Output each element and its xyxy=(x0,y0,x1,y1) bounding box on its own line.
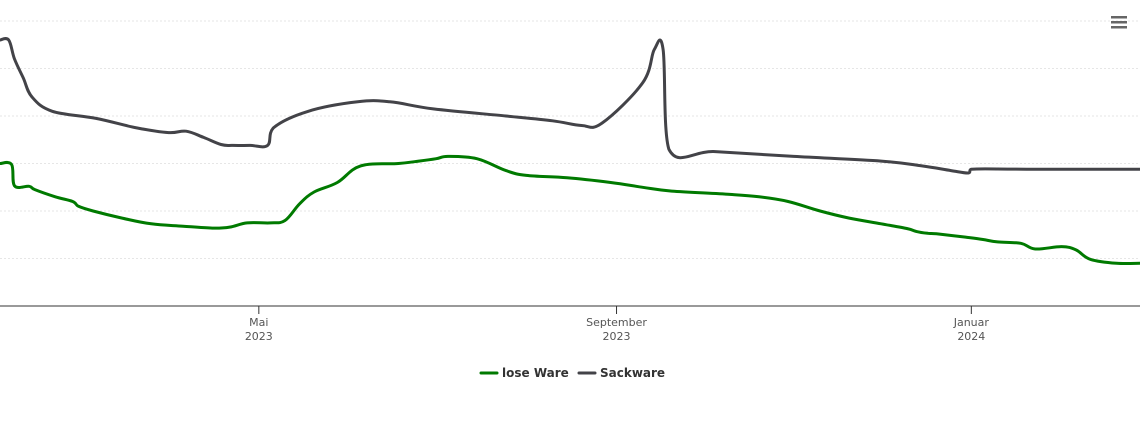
x-tick-label-year-1: 2023 xyxy=(603,330,631,343)
legend: lose Ware Sackware xyxy=(479,366,665,380)
x-tick-label-month-2: Januar xyxy=(953,316,990,329)
series-group xyxy=(0,37,1140,266)
legend-item-lose-ware[interactable]: lose Ware xyxy=(479,366,569,380)
gridlines xyxy=(0,20,1140,259)
series-line-lose-ware[interactable] xyxy=(0,154,1140,266)
x-tick-label-month-0: Mai xyxy=(249,316,268,329)
x-tick-label-month-1: September xyxy=(586,316,647,329)
series-line-sackware[interactable] xyxy=(0,37,1140,175)
x-tick-label-year-0: 2023 xyxy=(245,330,273,343)
x-tick-label-year-2: 2024 xyxy=(957,330,985,343)
hamburger-menu-icon[interactable] xyxy=(1106,8,1132,34)
legend-label-sackware: Sackware xyxy=(600,366,665,380)
legend-item-sackware[interactable]: Sackware xyxy=(577,366,665,380)
legend-label-lose-ware: lose Ware xyxy=(502,366,569,380)
